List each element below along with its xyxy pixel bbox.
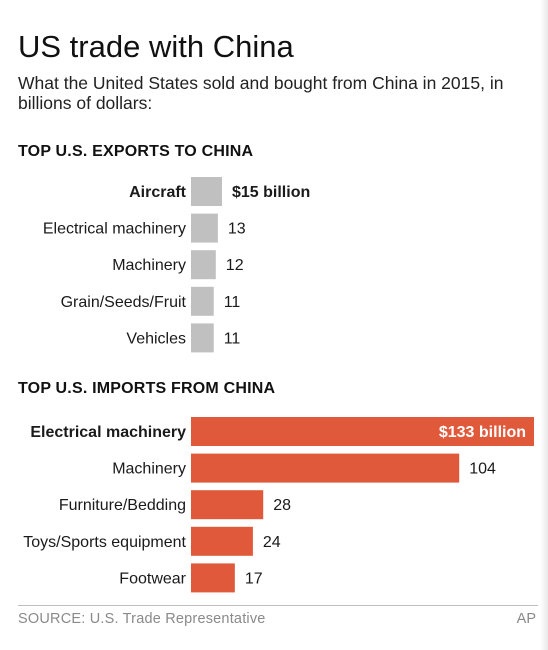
- value-label: 11: [224, 330, 241, 347]
- value-label: $133 billion: [439, 424, 526, 441]
- value-label: 17: [245, 570, 263, 587]
- category-label: Machinery: [112, 461, 186, 478]
- value-label: 13: [228, 221, 246, 238]
- bar: [191, 213, 218, 243]
- value-label: 28: [273, 497, 291, 514]
- category-label: Electrical machinery: [30, 424, 186, 441]
- category-label: Aircraft: [129, 184, 187, 201]
- value-label: 104: [469, 461, 496, 478]
- category-label: Machinery: [112, 257, 186, 274]
- exports-section-title: TOP U.S. EXPORTS TO CHINA: [18, 143, 254, 160]
- footer-divider: [18, 605, 538, 606]
- bar: [191, 453, 460, 483]
- bar: [191, 417, 534, 446]
- category-label: Grain/Seeds/Fruit: [61, 294, 187, 311]
- imports-section-title: TOP U.S. IMPORTS FROM CHINA: [18, 380, 276, 397]
- credit-note: AP: [516, 611, 536, 627]
- chart-title: US trade with China: [18, 29, 294, 64]
- page-edge-shadow: [540, 0, 548, 650]
- value-label: 24: [263, 534, 281, 551]
- value-label: $15 billion: [232, 184, 310, 201]
- category-label: Footwear: [119, 570, 186, 587]
- category-label: Vehicles: [126, 330, 186, 347]
- category-label: Toys/Sports equipment: [23, 534, 186, 551]
- chart-subtitle: What the United States sold and bought f…: [18, 73, 504, 113]
- bar: [191, 490, 264, 520]
- value-label: 11: [224, 294, 241, 311]
- bar: [191, 177, 222, 206]
- bar: [191, 563, 235, 593]
- category-label: Electrical machinery: [43, 221, 186, 238]
- value-label: 12: [226, 257, 244, 274]
- bar: [191, 323, 214, 353]
- bar: [191, 250, 216, 280]
- source-note: SOURCE: U.S. Trade Representative: [18, 611, 266, 627]
- bar: [191, 286, 214, 316]
- category-label: Furniture/Bedding: [59, 497, 186, 514]
- bar: [191, 526, 253, 556]
